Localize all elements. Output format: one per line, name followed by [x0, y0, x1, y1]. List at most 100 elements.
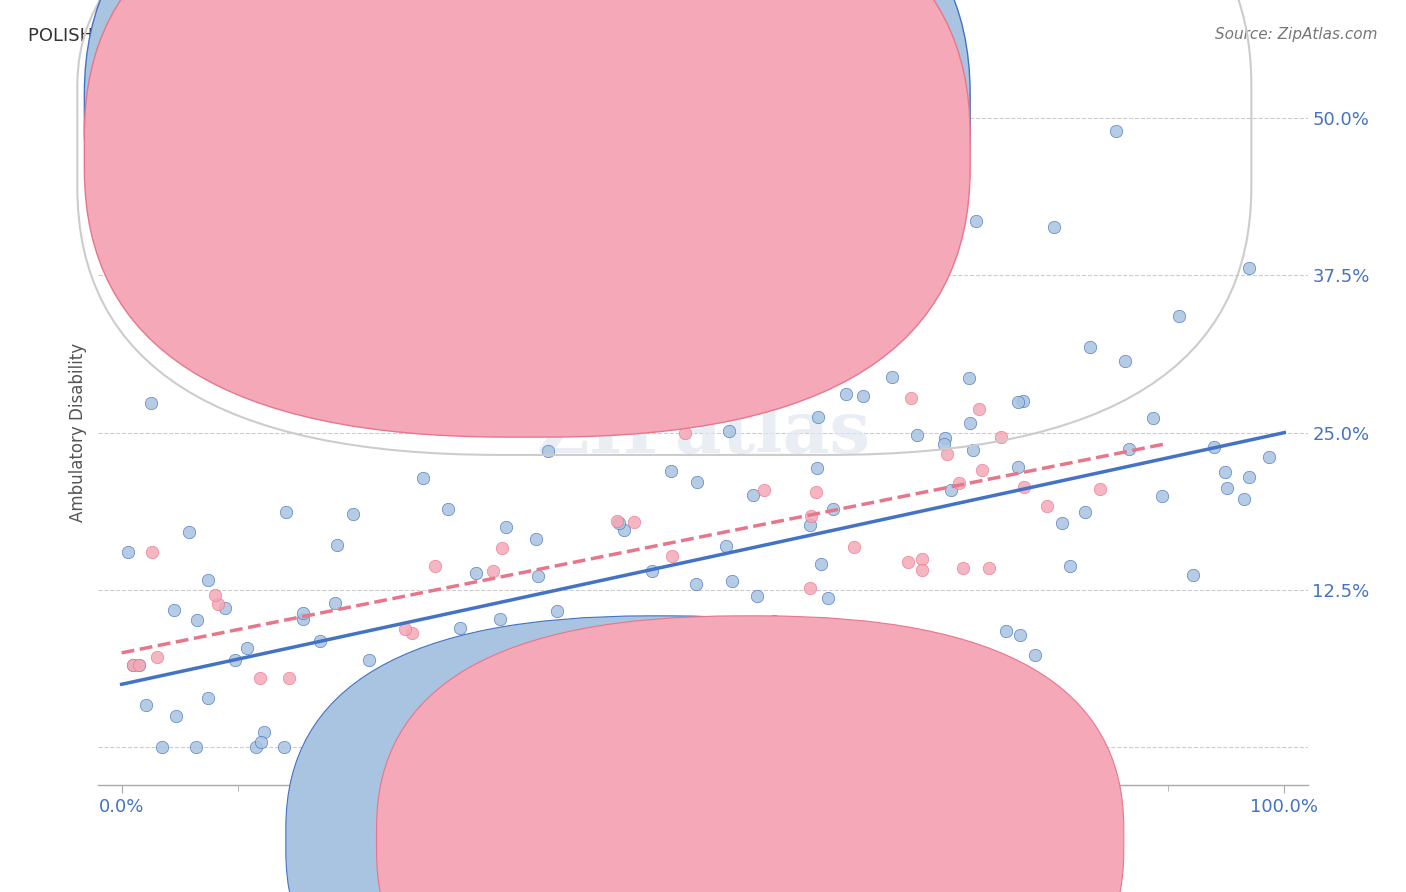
Point [623, 516, 645, 530]
Point [905, 427, 928, 442]
Point [128, 658, 150, 673]
Point [249, 734, 271, 748]
Point [1074, 505, 1097, 519]
Point [122, 658, 145, 673]
Point [444, 642, 467, 657]
Point [1036, 499, 1059, 513]
Point [1239, 470, 1261, 484]
Point [450, 698, 472, 713]
Point [673, 425, 696, 440]
Point [540, 391, 562, 405]
Point [810, 557, 832, 571]
Point [910, 552, 932, 566]
Point [957, 371, 980, 385]
Point [252, 724, 274, 739]
Point [526, 532, 548, 546]
Point [357, 653, 380, 667]
Point [686, 475, 709, 489]
Point [1150, 489, 1173, 503]
Text: Northern Europeans: Northern Europeans [751, 830, 918, 848]
Point [741, 488, 763, 502]
Point [939, 483, 962, 497]
Point [806, 461, 828, 475]
Point [1237, 261, 1260, 276]
Point [977, 561, 1000, 575]
Point [623, 682, 645, 697]
Point [292, 612, 315, 626]
FancyBboxPatch shape [285, 615, 1033, 892]
Point [934, 431, 956, 445]
Point [852, 389, 875, 403]
Point [204, 588, 226, 602]
Point [536, 443, 558, 458]
Point [718, 424, 741, 438]
Point [236, 640, 259, 655]
Point [224, 653, 246, 667]
Point [491, 541, 513, 556]
Point [343, 735, 366, 749]
Point [747, 590, 769, 604]
Point [571, 740, 593, 755]
Point [709, 648, 731, 662]
Point [184, 740, 207, 755]
Point [965, 214, 987, 228]
Point [342, 508, 364, 522]
Point [1050, 516, 1073, 531]
Point [197, 574, 219, 588]
Point [962, 442, 984, 457]
Point [692, 708, 714, 723]
Point [911, 563, 934, 577]
Point [616, 649, 638, 664]
Point [880, 370, 903, 384]
Point [613, 523, 636, 537]
Point [685, 577, 707, 591]
Point [197, 691, 219, 706]
Point [647, 630, 669, 644]
Point [1012, 480, 1035, 494]
Point [146, 650, 169, 665]
Point [322, 740, 344, 755]
Point [718, 681, 741, 695]
Point [273, 740, 295, 755]
Point [437, 501, 460, 516]
Point [1167, 309, 1189, 323]
Point [163, 603, 186, 617]
Point [1233, 492, 1256, 507]
Point [897, 555, 920, 569]
Point [207, 597, 229, 611]
Point [214, 601, 236, 615]
Point [394, 622, 416, 636]
Point [482, 564, 505, 578]
Point [842, 541, 865, 555]
Point [292, 607, 315, 621]
Text: R = 0.453   N =  45: R = 0.453 N = 45 [555, 143, 747, 161]
Point [527, 569, 550, 583]
Point [464, 566, 486, 581]
Point [692, 714, 714, 729]
Point [645, 365, 668, 379]
Point [799, 517, 821, 532]
Point [165, 709, 187, 723]
Point [799, 582, 821, 596]
Point [1114, 354, 1136, 368]
Point [249, 671, 271, 685]
Point [309, 634, 332, 648]
Point [278, 671, 301, 685]
Point [752, 483, 775, 497]
Point [948, 475, 970, 490]
Point [607, 516, 630, 530]
Point [1059, 559, 1081, 574]
Point [681, 708, 703, 723]
Point [1008, 628, 1031, 642]
Point [339, 720, 361, 734]
Point [1105, 123, 1128, 137]
Point [804, 635, 827, 649]
Point [245, 740, 267, 755]
Point [401, 626, 423, 640]
Point [495, 520, 517, 534]
Point [807, 410, 830, 425]
FancyBboxPatch shape [377, 615, 1123, 892]
Point [426, 698, 449, 713]
Point [128, 658, 150, 673]
Point [449, 621, 471, 635]
